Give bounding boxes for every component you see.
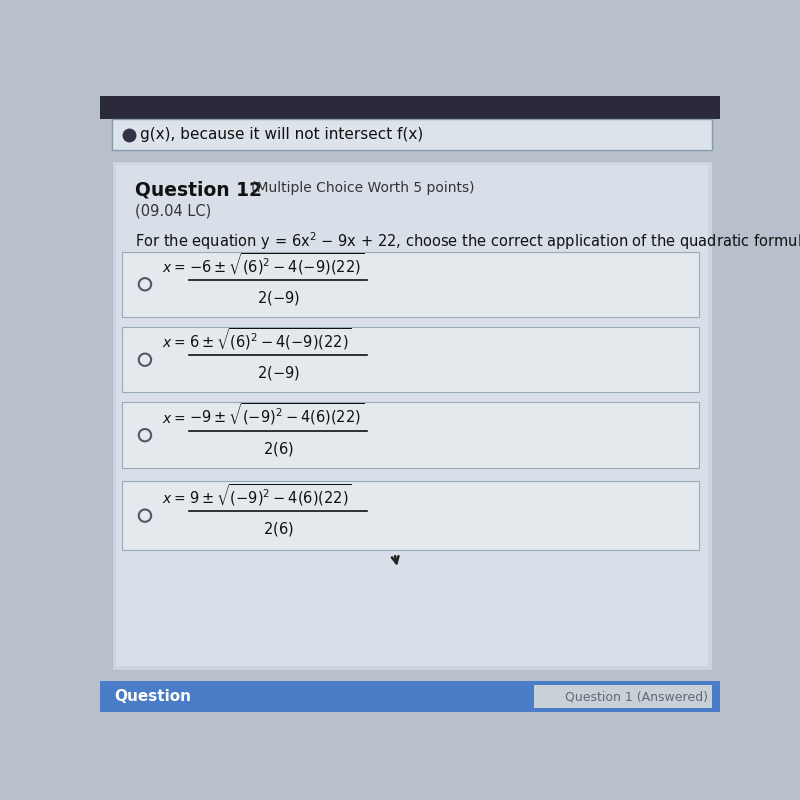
Text: (Multiple Choice Worth 5 points): (Multiple Choice Worth 5 points) xyxy=(251,181,474,194)
Text: $x =$: $x =$ xyxy=(162,337,186,350)
Bar xyxy=(122,251,699,317)
Bar xyxy=(100,96,720,119)
Text: g(x), because it will not intersect f(x): g(x), because it will not intersect f(x) xyxy=(140,127,423,142)
Bar xyxy=(112,162,712,670)
Text: $2(-9)$: $2(-9)$ xyxy=(257,289,300,307)
Text: $x =$: $x =$ xyxy=(162,261,186,275)
Bar xyxy=(100,682,720,712)
Bar xyxy=(115,166,708,666)
Text: Question 1 (Answered): Question 1 (Answered) xyxy=(566,690,708,703)
Text: $2(6)$: $2(6)$ xyxy=(263,440,294,458)
Bar xyxy=(534,685,712,708)
Text: (09.04 LC): (09.04 LC) xyxy=(135,204,211,219)
Bar xyxy=(122,402,699,468)
Text: $9 \pm \sqrt{(-9)^2 - 4(6)(22)}$: $9 \pm \sqrt{(-9)^2 - 4(6)(22)}$ xyxy=(189,482,352,508)
Bar xyxy=(122,327,699,393)
Text: For the equation y = 6x$^2$ $-$ 9x + 22, choose the correct application of the q: For the equation y = 6x$^2$ $-$ 9x + 22,… xyxy=(135,230,800,253)
Text: $6 \pm \sqrt{(6)^2 - 4(-9)(22)}$: $6 \pm \sqrt{(6)^2 - 4(-9)(22)}$ xyxy=(189,326,352,352)
Text: $2(-9)$: $2(-9)$ xyxy=(257,364,300,382)
Text: $2(6)$: $2(6)$ xyxy=(263,520,294,538)
Text: $x =$: $x =$ xyxy=(162,412,186,426)
Text: $-6 \pm \sqrt{(6)^2 - 4(-9)(22)}$: $-6 \pm \sqrt{(6)^2 - 4(-9)(22)}$ xyxy=(189,251,364,277)
Bar xyxy=(112,119,712,150)
Text: Question: Question xyxy=(114,689,191,704)
Text: $x =$: $x =$ xyxy=(162,493,186,506)
Text: $-9 \pm \sqrt{(-9)^2 - 4(6)(22)}$: $-9 \pm \sqrt{(-9)^2 - 4(6)(22)}$ xyxy=(189,402,364,427)
Text: Question 12: Question 12 xyxy=(135,181,262,200)
Bar xyxy=(122,481,699,550)
